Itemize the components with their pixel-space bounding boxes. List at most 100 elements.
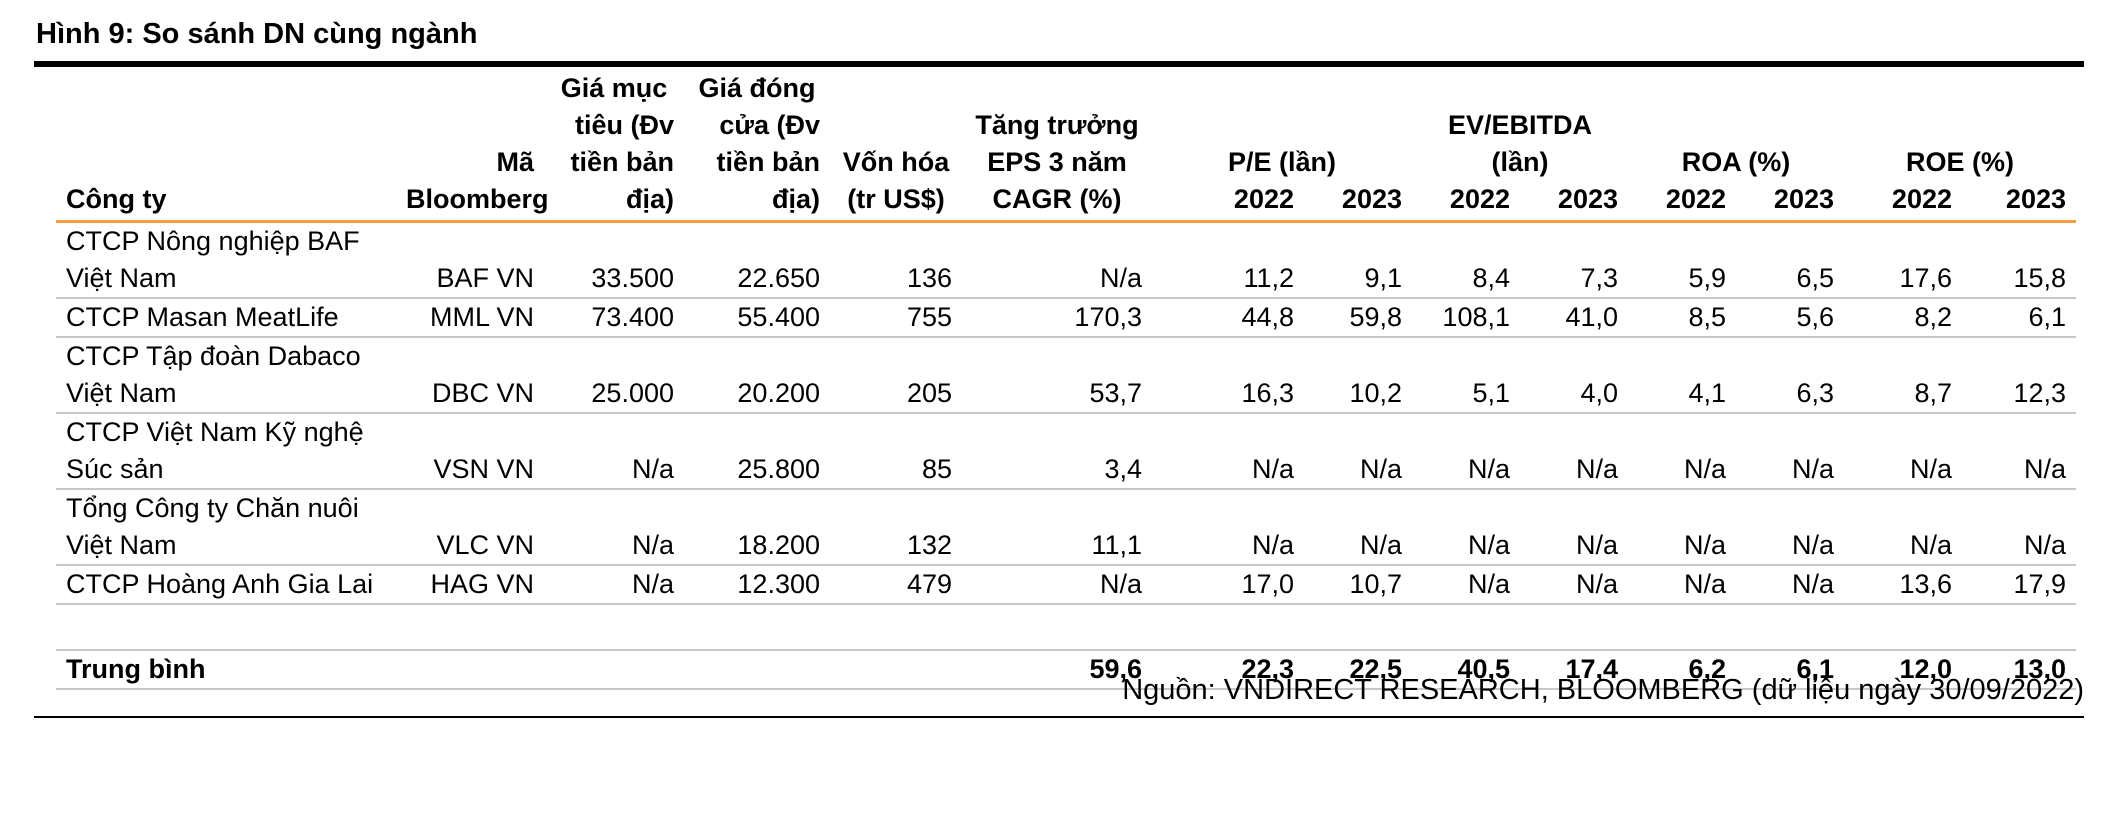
header-target-price-l1: Giá mục — [560, 73, 668, 103]
roe-2022-cell: N/a — [1844, 489, 1962, 566]
company-name: CTCP Masan MeatLife — [56, 298, 396, 338]
header-target-price-l2: tiêu (Đv — [574, 110, 674, 140]
roa-2023-cell: 6,5 — [1736, 221, 1844, 299]
header-pe-2022: 2022 — [1152, 181, 1304, 223]
ev-2022-cell: N/a — [1412, 565, 1520, 605]
company-name: CTCP Việt Nam Kỹ nghệ Súc sản — [56, 413, 396, 490]
header-ev-2023: 2023 — [1520, 181, 1628, 223]
ticker-cell: BAF VN — [396, 221, 544, 299]
roa-2022-cell: N/a — [1628, 489, 1736, 566]
close-price-cell: 12.300 — [684, 565, 830, 605]
table-row: CTCP Tập đoàn Dabaco Việt Nam DBC VN 25.0… — [56, 337, 2076, 414]
header-close-price-l2: cửa (Đv — [719, 110, 820, 140]
roe-2022-cell: 13,6 — [1844, 565, 1962, 605]
eps-cagr-cell: 53,7 — [962, 337, 1152, 414]
pe-2023-cell: 59,8 — [1304, 298, 1412, 338]
roe-2023-cell: N/a — [1962, 489, 2076, 566]
header-bloomberg-l2: Bloomberg — [396, 181, 549, 223]
ev-2022-cell: N/a — [1412, 489, 1520, 566]
target-price-cell: 73.400 — [544, 298, 684, 338]
figure-title: Hình 9: So sánh DN cùng ngành — [36, 18, 478, 50]
roa-2022-cell: N/a — [1628, 565, 1736, 605]
pe-2022-cell: N/a — [1152, 413, 1304, 490]
target-price-cell: 33.500 — [544, 221, 684, 299]
roa-2022-cell: 4,1 — [1628, 337, 1736, 414]
header-eps-growth-l2: EPS 3 năm — [987, 147, 1127, 177]
company-name: CTCP Nông nghiệp BAF Việt Nam — [56, 221, 396, 299]
market-cap-cell: 755 — [830, 298, 962, 338]
roa-2023-cell: N/a — [1736, 489, 1844, 566]
market-cap-cell: 132 — [830, 489, 962, 566]
roa-2022-cell: 5,9 — [1628, 221, 1736, 299]
close-price-cell: 25.800 — [684, 413, 830, 490]
header-roa: ROA (%) — [1681, 147, 1791, 177]
roe-2022-cell: 17,6 — [1844, 221, 1962, 299]
ticker-cell: VSN VN — [396, 413, 544, 490]
ev-2023-cell: 41,0 — [1520, 298, 1628, 338]
roa-2022-cell: 8,5 — [1628, 298, 1736, 338]
bottom-rule — [34, 716, 2084, 718]
ev-2023-cell: N/a — [1520, 565, 1628, 605]
header-target-price-l4: địa) — [544, 181, 684, 223]
header-pe: P/E (lần) — [1227, 147, 1336, 177]
roe-2022-cell: 8,2 — [1844, 298, 1962, 338]
roe-2022-cell: 8,7 — [1844, 337, 1962, 414]
avg-roe-2022-cell: 12,0 — [1844, 650, 1962, 690]
roe-2023-cell: 12,3 — [1962, 337, 2076, 414]
header-row-4: Công ty Bloomberg địa) địa) (tr US$) CAG… — [56, 181, 2076, 223]
roe-2023-cell: 15,8 — [1962, 221, 2076, 299]
ev-2023-cell: N/a — [1520, 489, 1628, 566]
pe-2023-cell: 10,2 — [1304, 337, 1412, 414]
close-price-cell: 55.400 — [684, 298, 830, 338]
table-row: CTCP Việt Nam Kỹ nghệ Súc sản VSN VN N/a … — [56, 413, 2076, 490]
company-name: CTCP Tập đoàn Dabaco Việt Nam — [56, 337, 396, 414]
pe-2022-cell: 16,3 — [1152, 337, 1304, 414]
header-row-2: tiêu (Đv cửa (Đv Tăng trưởng EV/EBITDA — [56, 107, 2076, 144]
pe-2022-cell: 17,0 — [1152, 565, 1304, 605]
eps-cagr-cell: N/a — [962, 221, 1152, 299]
eps-cagr-cell: 3,4 — [962, 413, 1152, 490]
close-price-cell: 18.200 — [684, 489, 830, 566]
header-roe-2022: 2022 — [1844, 181, 1962, 223]
header-roe-2023: 2023 — [1962, 181, 2076, 223]
company-name: CTCP Hoàng Anh Gia Lai — [56, 565, 396, 605]
average-label: Trung bình — [56, 650, 396, 690]
ticker-cell: HAG VN — [396, 565, 544, 605]
ticker-cell: VLC VN — [396, 489, 544, 566]
table-row: CTCP Masan MeatLife MML VN 73.400 55.400… — [56, 298, 2076, 338]
avg-roa-2022-cell: 6,2 — [1628, 650, 1736, 690]
market-cap-cell: 479 — [830, 565, 962, 605]
eps-cagr-cell: 170,3 — [962, 298, 1152, 338]
ev-2022-cell: 8,4 — [1412, 221, 1520, 299]
pe-2023-cell: 10,7 — [1304, 565, 1412, 605]
roa-2023-cell: N/a — [1736, 565, 1844, 605]
roa-2023-cell: N/a — [1736, 413, 1844, 490]
ev-2022-cell: 5,1 — [1412, 337, 1520, 414]
avg-ev-2022-cell: 40,5 — [1412, 650, 1520, 690]
table-row: Tổng Công ty Chăn nuôi Việt Nam VLC VN N/… — [56, 489, 2076, 566]
avg-roe-2023-cell: 13,0 — [1962, 650, 2076, 690]
ticker-cell: MML VN — [396, 298, 544, 338]
target-price-cell: 25.000 — [544, 337, 684, 414]
header-ev-ebitda-l1: EV/EBITDA — [1447, 110, 1593, 140]
spacer-row — [56, 604, 2076, 651]
roa-2022-cell: N/a — [1628, 413, 1736, 490]
ev-2022-cell: 108,1 — [1412, 298, 1520, 338]
header-row-3: Mã tiền bản tiền bản Vốn hóa EPS 3 năm P… — [56, 144, 2076, 181]
pe-2022-cell: 11,2 — [1152, 221, 1304, 299]
ev-2023-cell: 4,0 — [1520, 337, 1628, 414]
peer-comparison-table: Giá mục Giá đóng tiêu (Đv cửa (Đv Tăng t… — [56, 70, 2076, 690]
avg-pe-2023-cell: 22,5 — [1304, 650, 1412, 690]
avg-ev-2023-cell: 17,4 — [1520, 650, 1628, 690]
header-ev-ebitda-l2: (lần) — [1491, 147, 1549, 177]
pe-2022-cell: 44,8 — [1152, 298, 1304, 338]
close-price-cell: 22.650 — [684, 221, 830, 299]
ev-2023-cell: N/a — [1520, 413, 1628, 490]
target-price-cell: N/a — [544, 413, 684, 490]
market-cap-cell: 205 — [830, 337, 962, 414]
company-name: Tổng Công ty Chăn nuôi Việt Nam — [56, 489, 396, 566]
avg-eps-cagr-cell: 59,6 — [962, 650, 1152, 690]
header-ev-2022: 2022 — [1412, 181, 1520, 223]
header-market-cap-l2: (tr US$) — [830, 181, 962, 223]
target-price-cell: N/a — [544, 489, 684, 566]
